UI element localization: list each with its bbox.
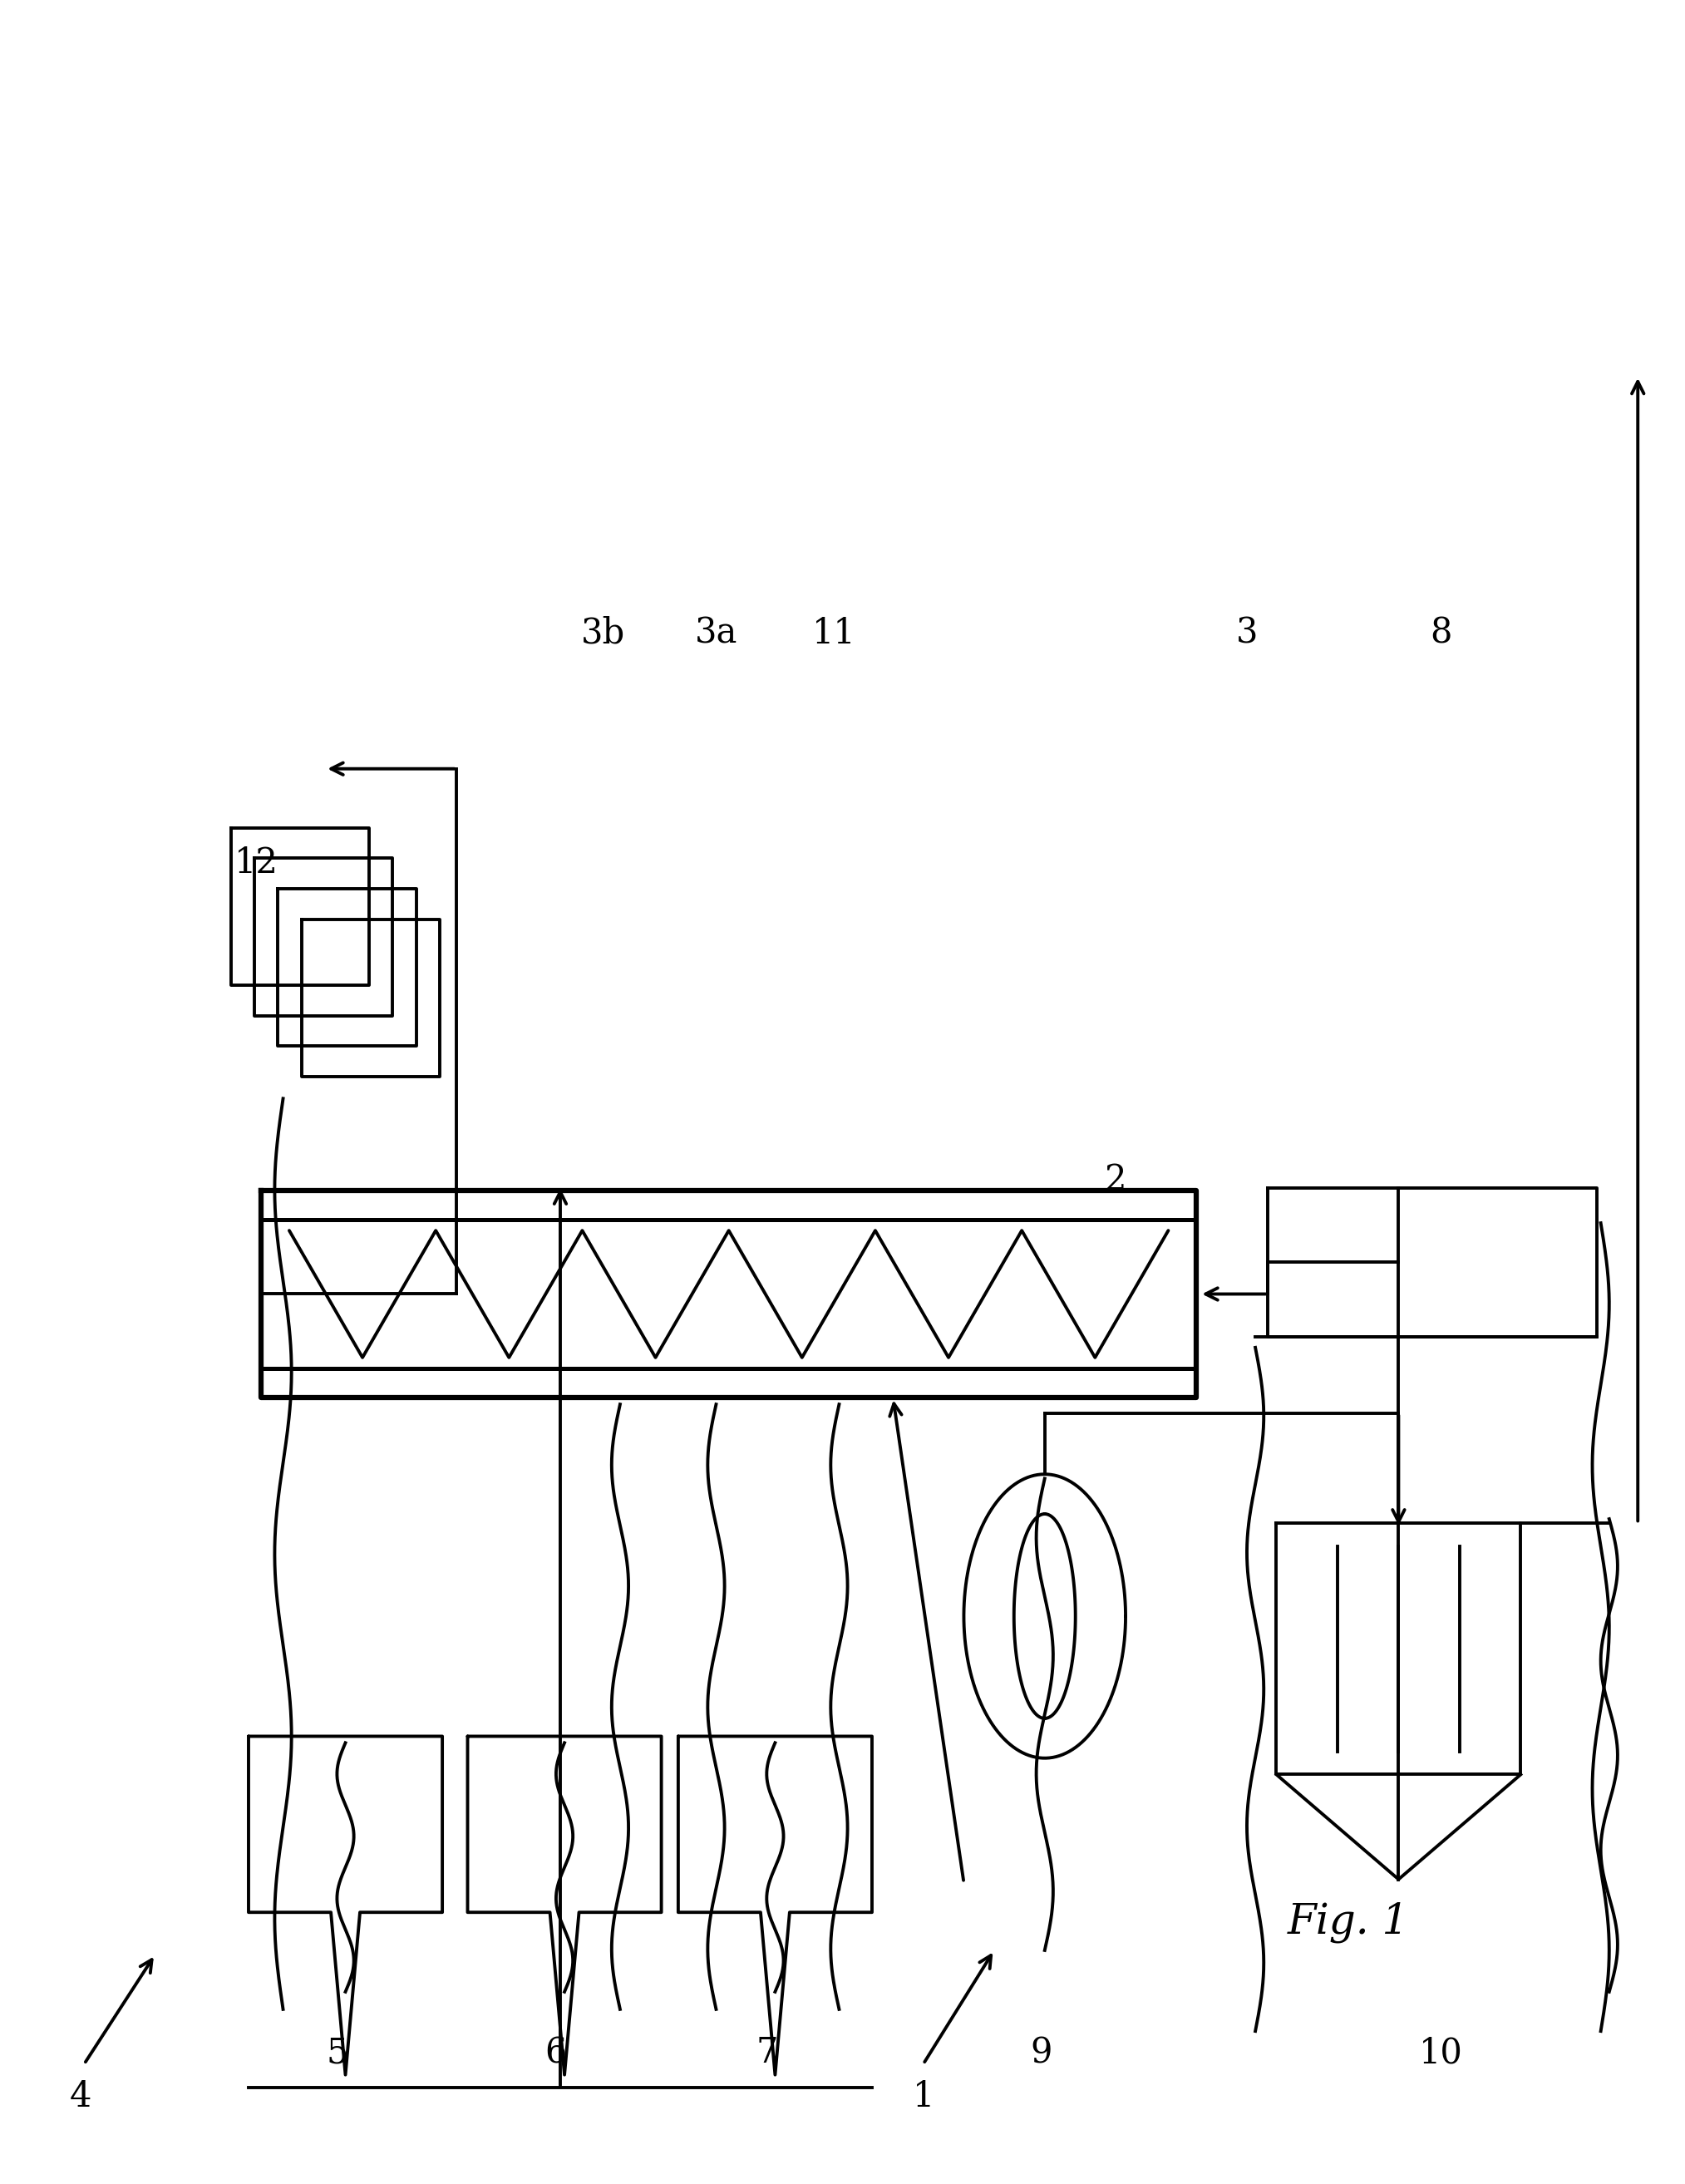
- Text: 1: 1: [912, 2079, 935, 2114]
- Text: 12: 12: [234, 845, 278, 880]
- Text: 7: 7: [755, 2035, 778, 2070]
- Text: Fig. 1: Fig. 1: [1287, 1902, 1409, 1942]
- Text: 3: 3: [1235, 616, 1259, 651]
- Text: 5: 5: [325, 2035, 349, 2070]
- Text: 11: 11: [812, 616, 856, 651]
- Text: 8: 8: [1429, 616, 1452, 651]
- Text: 9: 9: [1030, 2035, 1053, 2070]
- Text: 3a: 3a: [694, 616, 738, 651]
- Text: 3b: 3b: [581, 616, 625, 651]
- Text: 2: 2: [1104, 1162, 1127, 1197]
- Text: 6: 6: [544, 2035, 568, 2070]
- Text: 4: 4: [69, 2079, 93, 2114]
- Text: 10: 10: [1419, 2035, 1463, 2070]
